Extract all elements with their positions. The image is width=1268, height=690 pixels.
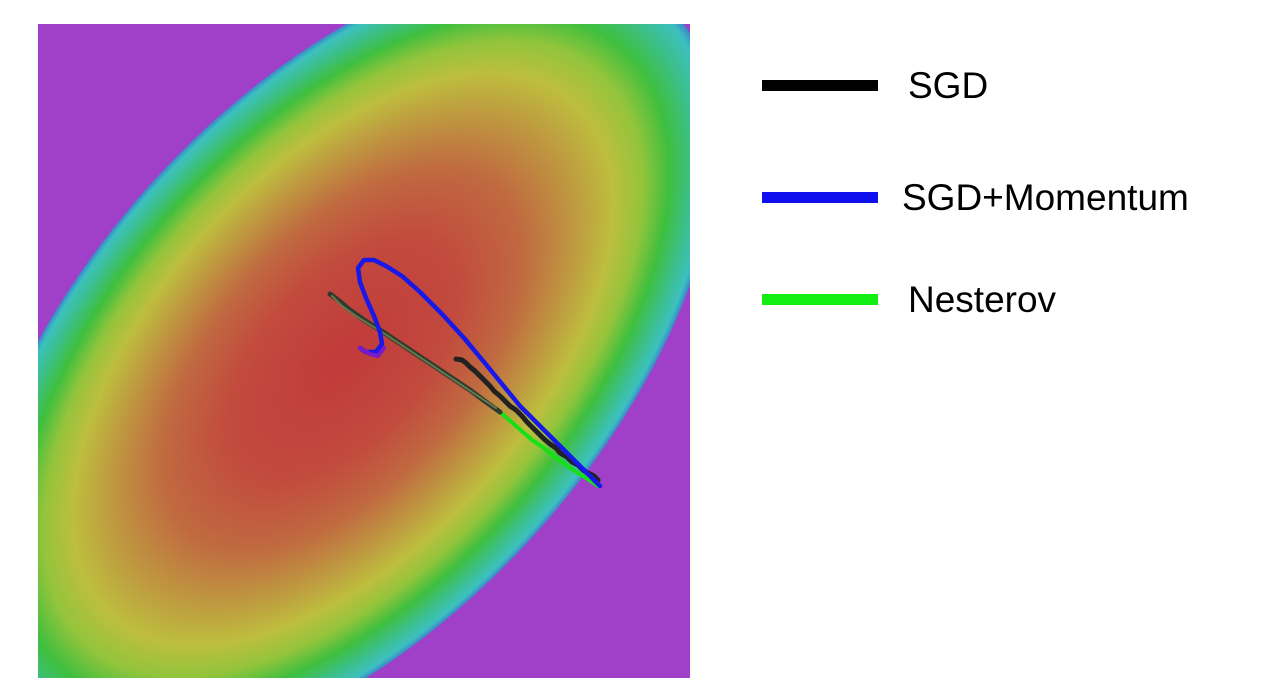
legend-label-sgd-momentum: SGD+Momentum (902, 177, 1189, 218)
legend-swatch-nesterov (762, 294, 878, 305)
nesterov-trajectory (498, 410, 600, 488)
loss-contour-svg (38, 24, 690, 678)
legend-item-nesterov: Nesterov (762, 280, 1242, 320)
loss-contour-plot (38, 24, 690, 678)
legend-item-sgd: SGD (762, 66, 1242, 106)
legend-swatch-sgd-momentum (762, 192, 878, 203)
sgd-momentum-hook (358, 346, 386, 358)
legend-item-sgd-momentum: SGD+Momentum (762, 178, 1242, 218)
sgd-trajectory-upper-2 (331, 295, 497, 409)
legend-label-sgd: SGD (908, 65, 989, 106)
legend-label-nesterov: Nesterov (908, 279, 1057, 320)
sgd-momentum-trajectory (355, 257, 603, 489)
legend-swatch-sgd (762, 80, 878, 91)
